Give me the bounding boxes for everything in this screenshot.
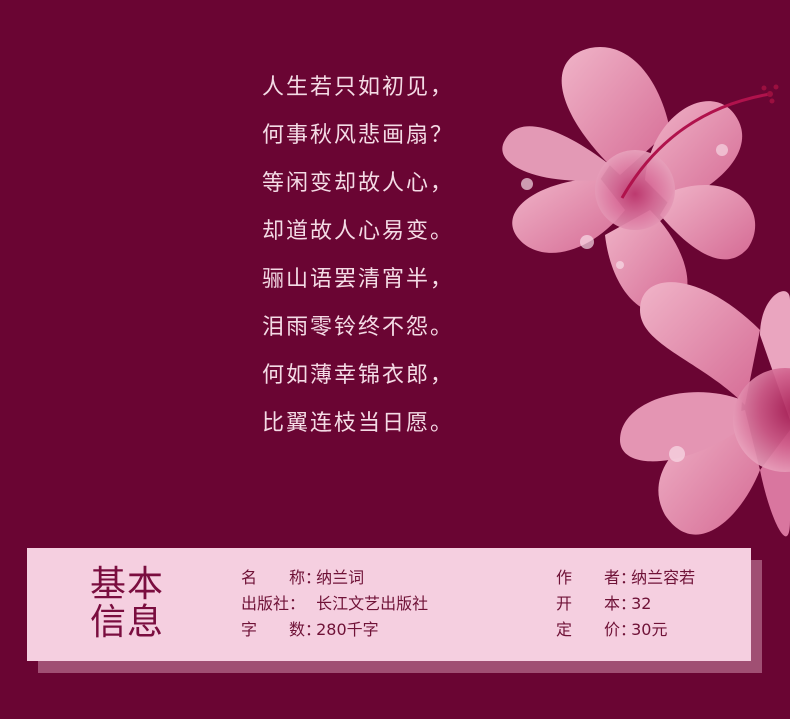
name-label: 名 称： bbox=[241, 568, 322, 587]
author-label: 作 者： bbox=[556, 568, 637, 587]
name-value: 纳兰词 bbox=[316, 568, 365, 587]
poem-line-5: 骊山语罢清宵半， bbox=[262, 267, 455, 292]
basic-info-card: 基本 信息 名 称： 纳兰词 作 者： 纳兰容若 出版社： 长江文艺出版社 开 本… bbox=[27, 548, 751, 661]
info-row-name: 名 称： 纳兰词 bbox=[241, 567, 364, 589]
info-row-words: 字 数： 280千字 bbox=[241, 619, 379, 641]
price-label: 定 价： bbox=[556, 620, 637, 639]
flower-upper bbox=[502, 46, 779, 314]
poem: 人生若只如初见， 何事秋风悲画扇？ 等闲变却故人心， 却道故人心易变。 骊山语罢… bbox=[262, 70, 502, 454]
info-row-format: 开 本： 32 bbox=[556, 593, 651, 615]
poem-line-1: 人生若只如初见， bbox=[262, 75, 455, 100]
price-value: 30元 bbox=[631, 620, 668, 639]
flower-lower bbox=[620, 282, 790, 537]
words-value: 280千字 bbox=[316, 620, 379, 639]
info-row-author: 作 者： 纳兰容若 bbox=[556, 567, 695, 589]
poem-line-2: 何事秋风悲画扇？ bbox=[262, 123, 455, 148]
poem-line-6: 泪雨零铃终不怨。 bbox=[262, 315, 455, 340]
format-label: 开 本： bbox=[556, 594, 637, 613]
publisher-value: 长江文艺出版社 bbox=[316, 594, 429, 613]
poem-line-4: 却道故人心易变。 bbox=[262, 219, 455, 244]
publisher-label: 出版社： bbox=[241, 594, 306, 613]
author-value: 纳兰容若 bbox=[631, 568, 696, 587]
words-label: 字 数： bbox=[241, 620, 322, 639]
format-value: 32 bbox=[631, 594, 652, 613]
info-row-price: 定 价： 30元 bbox=[556, 619, 667, 641]
poem-line-7: 何如薄幸锦衣郎， bbox=[262, 363, 455, 388]
info-title: 基本 信息 bbox=[89, 564, 164, 643]
poem-line-8: 比翼连枝当日愿。 bbox=[262, 411, 455, 436]
info-row-publisher: 出版社： 长江文艺出版社 bbox=[241, 593, 428, 615]
poem-line-3: 等闲变却故人心， bbox=[262, 171, 455, 196]
